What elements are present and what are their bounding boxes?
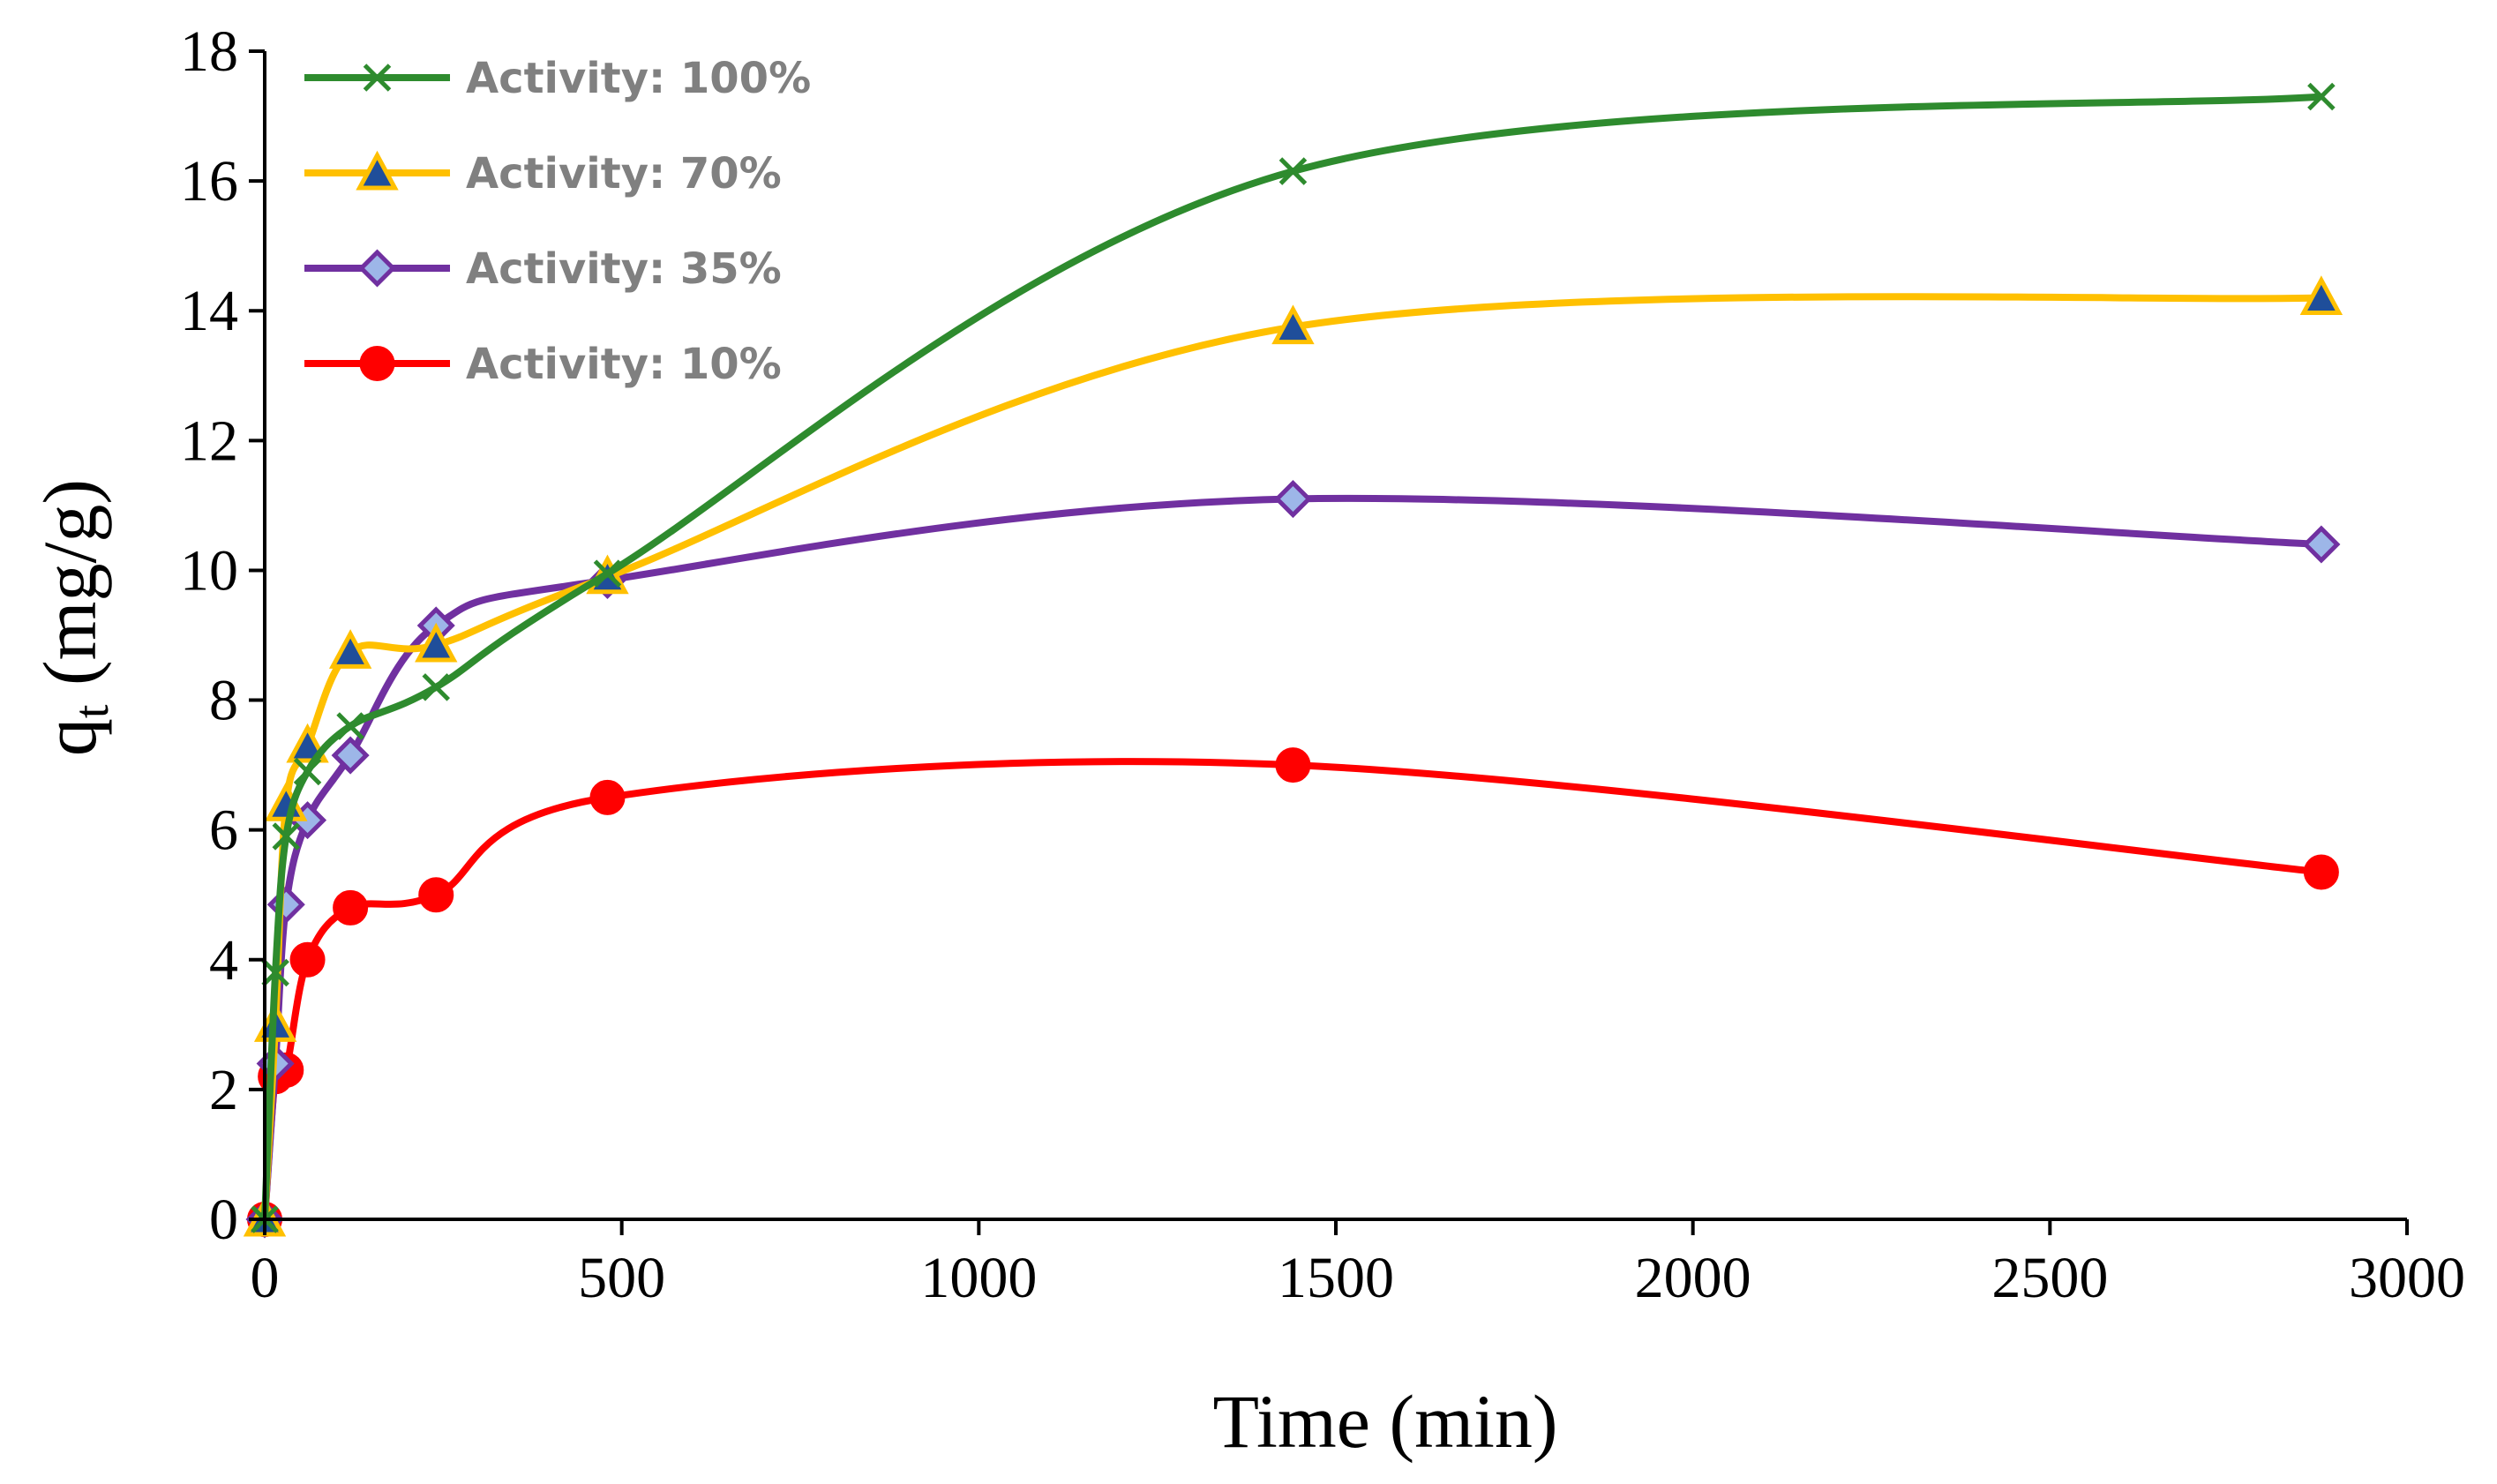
legend-item: Activity: 10% — [304, 340, 782, 389]
series-line — [261, 93, 2322, 1220]
x-tick-label: 1500 — [1278, 1246, 1394, 1310]
legend-label: Activity: 70% — [466, 149, 782, 199]
axes-layer — [263, 51, 2407, 1221]
data-point — [415, 622, 458, 663]
y-tick-label: 6 — [209, 798, 238, 863]
x-marker-stroke-b — [261, 958, 289, 987]
x-tick-label: 2500 — [1991, 1246, 2108, 1310]
ticks-layer: 0 2 4 6 8 10 12 14 16 18 0 500 1000 1500 2000 2500 3000 — [180, 19, 2465, 1310]
data-point — [1275, 747, 1311, 783]
x-marker-stroke-b — [422, 673, 451, 701]
x-marker-stroke-b — [2307, 82, 2336, 111]
x-marker-stroke-b — [363, 64, 392, 92]
y-tick-label: 0 — [209, 1188, 238, 1252]
x-marker-stroke-b — [293, 757, 322, 786]
legend-marker — [359, 346, 395, 381]
data-point — [328, 629, 372, 669]
y-tick-label: 14 — [180, 279, 238, 343]
legend-item: Activity: 35% — [304, 244, 782, 294]
y-tick-label: 12 — [180, 408, 238, 473]
data-point — [1273, 479, 1312, 519]
data-point — [333, 889, 369, 926]
legend-item: Activity: 70% — [304, 149, 782, 199]
y-axis-title-main: q — [27, 718, 112, 756]
y-tick-label: 2 — [209, 1058, 238, 1122]
data-point — [589, 779, 626, 815]
x-marker-stroke-b — [593, 559, 622, 588]
legend: Activity: 100% Activity: 70% Activity: 35%… — [304, 54, 811, 389]
data-point — [293, 757, 322, 786]
x-marker-stroke-b — [272, 822, 301, 851]
data-point — [1271, 304, 1315, 345]
legend-label: Activity: 10% — [466, 340, 782, 389]
data-point — [261, 958, 289, 987]
legend-marker — [357, 249, 397, 288]
data-point — [331, 736, 370, 775]
data-point — [422, 673, 451, 701]
data-point — [272, 822, 301, 851]
data-point — [2303, 854, 2339, 890]
data-point — [336, 712, 364, 740]
y-tick-label: 4 — [209, 928, 238, 993]
y-tick-label: 18 — [180, 19, 238, 84]
legend-label: Activity: 100% — [466, 54, 811, 103]
y-axis-title-space — [27, 686, 112, 705]
y-axis-title: qt (mg/g) — [27, 479, 119, 756]
data-point — [418, 877, 454, 913]
series-4 — [247, 747, 2339, 1237]
x-tick-label: 1000 — [920, 1246, 1037, 1310]
data-point — [289, 941, 326, 978]
x-marker-stroke-b — [336, 712, 364, 740]
series-layer — [243, 82, 2343, 1239]
legend-marker — [356, 150, 399, 191]
x-tick-label: 0 — [251, 1246, 280, 1310]
series-line — [261, 494, 2322, 1220]
y-axis-title-unit: (mg/g) — [27, 479, 112, 686]
x-tick-label: 500 — [578, 1246, 665, 1310]
x-tick-label: 2000 — [1635, 1246, 1751, 1310]
data-point — [593, 559, 622, 588]
data-point — [2307, 82, 2336, 111]
x-tick-label: 3000 — [2349, 1246, 2465, 1310]
y-tick-label: 8 — [209, 669, 238, 733]
series-1 — [251, 82, 2336, 1233]
y-tick-label: 10 — [180, 538, 238, 603]
x-axis-title: Time (min) — [1212, 1379, 1557, 1464]
data-point — [2299, 275, 2343, 316]
data-point — [1278, 157, 1308, 185]
data-point — [266, 885, 305, 924]
legend-item: Activity: 100% — [304, 54, 811, 103]
legend-label: Activity: 35% — [466, 244, 782, 294]
legend-marker — [363, 64, 392, 92]
data-point — [2302, 525, 2341, 564]
y-axis-title-sub: t — [64, 704, 119, 718]
y-tick-label: 16 — [180, 149, 238, 214]
series-line — [261, 758, 2322, 1220]
x-marker-stroke-b — [1278, 157, 1308, 185]
